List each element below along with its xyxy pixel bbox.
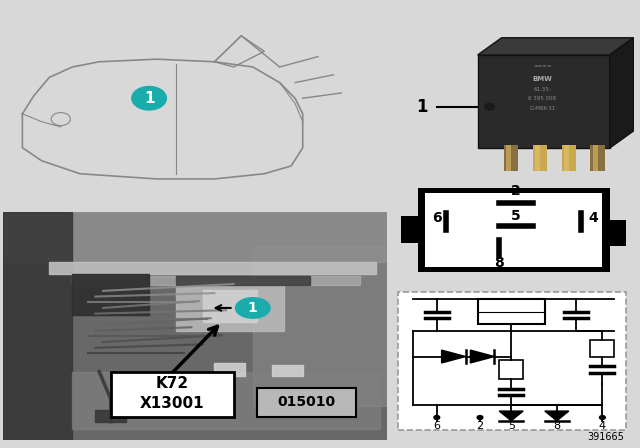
Bar [564, 145, 569, 171]
Text: G-M8K-31: G-M8K-31 [529, 106, 556, 111]
Circle shape [600, 416, 605, 419]
Text: 5: 5 [511, 209, 521, 223]
FancyBboxPatch shape [111, 372, 234, 417]
Text: 6 395 008: 6 395 008 [529, 95, 556, 101]
Text: 6: 6 [433, 421, 440, 431]
FancyBboxPatch shape [257, 388, 356, 417]
Bar [72, 274, 149, 315]
Text: 4: 4 [599, 421, 606, 431]
Circle shape [477, 416, 483, 419]
Bar [562, 145, 576, 171]
Bar [532, 145, 547, 171]
Text: 8: 8 [553, 421, 561, 431]
Text: 2: 2 [511, 184, 521, 198]
Text: X13001: X13001 [140, 396, 204, 411]
Circle shape [236, 297, 270, 318]
Bar [203, 290, 257, 322]
Bar [499, 360, 524, 379]
Circle shape [508, 416, 514, 419]
Text: 5: 5 [508, 421, 515, 431]
Circle shape [434, 416, 440, 419]
Circle shape [132, 86, 166, 110]
Bar [214, 362, 245, 376]
Bar [506, 145, 511, 171]
Text: 61.35-: 61.35- [534, 87, 551, 92]
Bar [3, 212, 72, 440]
Text: 2: 2 [476, 421, 484, 431]
Bar [398, 293, 627, 431]
Text: 015010: 015010 [278, 396, 335, 409]
Bar [95, 410, 126, 422]
Polygon shape [610, 38, 634, 148]
Bar [590, 145, 605, 171]
Text: 4: 4 [588, 211, 598, 225]
Polygon shape [545, 411, 569, 421]
Text: 1: 1 [417, 98, 428, 116]
Bar [272, 365, 303, 376]
Bar [401, 216, 425, 243]
Text: BMW: BMW [532, 76, 552, 82]
Polygon shape [499, 411, 524, 421]
Bar [593, 145, 598, 171]
Bar [72, 276, 360, 285]
Bar [602, 220, 627, 246]
Bar [418, 188, 610, 271]
Bar [72, 372, 380, 429]
Bar [176, 276, 310, 285]
Bar [176, 280, 284, 331]
Bar [253, 246, 387, 406]
Circle shape [554, 416, 559, 419]
Text: K72: K72 [156, 375, 189, 391]
Bar [590, 340, 614, 357]
Polygon shape [442, 350, 466, 363]
Text: 391665: 391665 [587, 432, 624, 442]
Text: 1: 1 [248, 301, 258, 315]
Bar [477, 299, 545, 324]
Bar [49, 263, 376, 274]
Polygon shape [477, 55, 610, 148]
Polygon shape [470, 350, 495, 363]
Text: 6: 6 [432, 211, 442, 225]
Bar [3, 212, 387, 263]
Bar [535, 145, 540, 171]
Bar [504, 145, 518, 171]
Text: ====: ==== [533, 65, 552, 69]
Circle shape [485, 103, 495, 110]
Text: 8: 8 [494, 256, 504, 270]
Text: 1: 1 [144, 91, 154, 106]
Polygon shape [477, 38, 634, 55]
Bar [425, 193, 602, 267]
